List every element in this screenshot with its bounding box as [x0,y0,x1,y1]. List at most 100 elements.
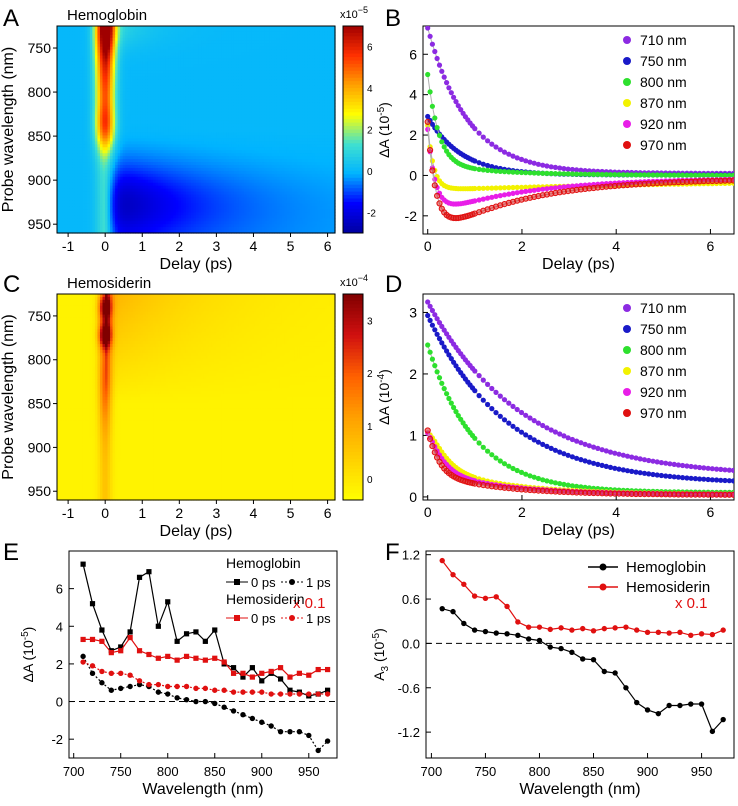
heatmap-cell [102,117,106,122]
heatmap-cell [127,159,131,163]
heatmap-cell [180,111,184,116]
heatmap-cell [206,185,210,190]
heatmap-cell [82,197,86,202]
heatmap-cell [77,224,81,228]
heatmap-cell [165,197,169,202]
heatmap-cell [110,221,114,225]
heatmap-cell [127,141,131,145]
heatmap-cell [120,132,124,137]
heatmap-cell [163,159,167,163]
heatmap-cell [64,49,68,54]
heatmap-cell [135,194,139,199]
heatmap-cell [173,141,177,145]
heatmap-cell [208,79,212,83]
heatmap-cell [127,224,131,228]
heatmap-cell [89,191,93,196]
heatmap-cell [79,206,83,210]
heatmap-cell [57,79,61,83]
heatmap-cell [94,135,99,139]
heatmap-cell [125,150,129,154]
heatmap-cell [193,227,197,231]
heatmap-cell [72,52,76,57]
heatmap-cell [145,96,149,101]
heatmap-cell [198,108,202,113]
heatmap-cell [216,58,220,63]
heatmap-cell [201,49,205,54]
heatmap-cell [137,28,141,33]
heatmap-cell [122,218,126,222]
heatmap-cell [62,111,66,116]
heatmap-cell [57,28,61,33]
heatmap-cell [147,188,152,193]
heatmap-cell [137,34,141,39]
heatmap-cell [72,179,76,184]
heatmap-cell [198,76,202,80]
heatmap-cell [77,76,81,80]
heatmap-cell [97,135,101,139]
heatmap-cell [122,94,126,98]
heatmap-cell [130,40,134,45]
heatmap-cell [150,114,154,119]
heatmap-cell [117,179,121,184]
heatmap-cell [94,91,99,95]
heatmap-cell [120,162,124,166]
heatmap-cell [158,40,162,45]
heatmap-cell [196,153,200,157]
heatmap-cell [97,94,101,98]
heatmap-cell [127,31,131,36]
heatmap-cell [122,28,126,33]
heatmap-cell [203,58,207,63]
heatmap-cell [188,28,192,33]
heatmap-cell [99,215,104,219]
heatmap-cell [160,105,164,110]
heatmap-cell [72,162,76,166]
heatmap-cell [153,64,157,68]
heatmap-cell [77,162,81,166]
heatmap-cell [112,111,116,116]
heatmap-cell [94,167,99,172]
heatmap-cell [105,120,109,125]
heatmap-cell [94,61,99,66]
heatmap-cell [82,126,86,131]
heatmap-cell [158,61,162,66]
heatmap-cell [201,218,205,222]
heatmap-cell [173,94,177,98]
heatmap-cell [84,85,88,89]
heatmap-cell [147,170,152,175]
heatmap-cell [153,162,157,166]
heatmap-cell [170,43,174,48]
heatmap-cell [218,99,222,104]
heatmap-cell [193,105,197,110]
heatmap-cell [72,55,76,60]
heatmap-cell [147,40,152,45]
heatmap-cell [198,200,202,205]
heatmap-cell [115,135,119,139]
heatmap-cell [206,67,210,71]
heatmap-cell [140,182,144,187]
heatmap-cell [175,138,179,142]
heatmap-cell [193,138,197,142]
heatmap-cell [173,61,177,66]
heatmap-cell [211,31,215,36]
heatmap-cell [62,70,66,74]
heatmap-cell [120,182,124,187]
heatmap-cell [193,82,197,86]
heatmap-cell [170,88,174,92]
heatmap-cell [94,212,99,216]
heatmap-cell [170,96,174,101]
heatmap-cell [153,114,157,119]
heatmap-cell [92,170,96,175]
heatmap-cell [158,76,162,80]
heatmap-cell [155,206,159,210]
heatmap-cell [89,49,93,54]
heatmap-cell [145,40,149,45]
heatmap-cell [193,26,197,30]
heatmap-cell [59,185,63,190]
heatmap-cell [110,96,114,101]
heatmap-cell [160,230,164,234]
heatmap-cell [120,144,124,148]
heatmap-cell [175,132,179,137]
heatmap-cell [147,105,152,110]
heatmap-cell [213,167,217,172]
heatmap-cell [206,52,210,57]
